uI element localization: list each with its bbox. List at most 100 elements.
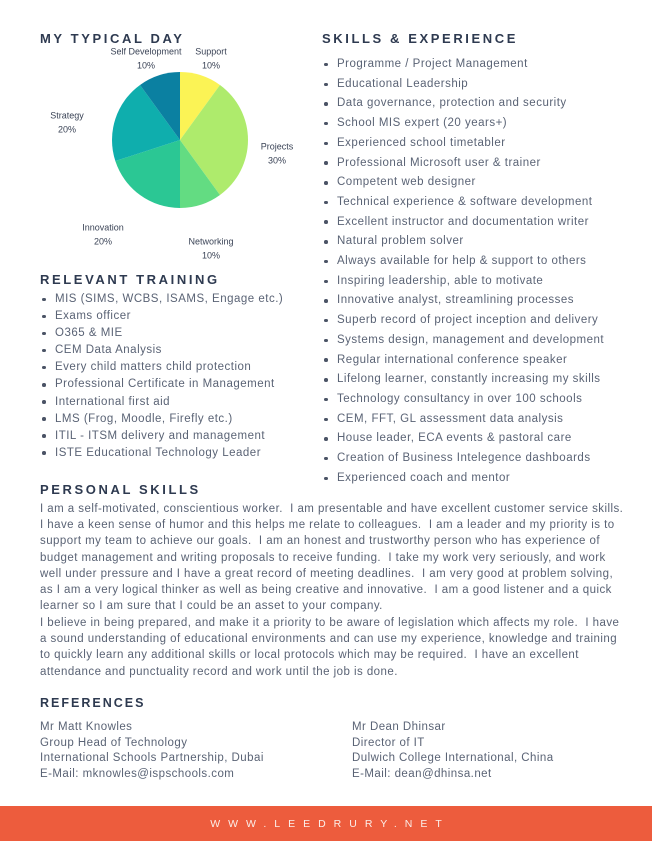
- pie-label-percent: 20%: [93, 236, 113, 246]
- list-item: Innovative analyst, streamlining process…: [322, 291, 634, 311]
- list-item: Educational Leadership: [322, 75, 634, 95]
- pie-slice-self-development: [140, 72, 180, 140]
- pie-label-text: Projects: [260, 141, 294, 152]
- list-item-text: Professional Microsoft user & trainer: [337, 156, 541, 169]
- reference-name: Mr Dean Dhinsar: [352, 721, 446, 733]
- reference-org: Dulwich College International, China: [352, 752, 554, 764]
- section-title-skills-experience: SKILLS & EXPERIENCE: [322, 31, 519, 46]
- bullet-icon: [324, 417, 328, 421]
- section-title-my-typical-day: MY TYPICAL DAY: [40, 31, 185, 46]
- list-item: Creation of Business Intelegence dashboa…: [322, 449, 634, 469]
- list-item-text: LMS (Frog, Moodle, Firefly etc.): [55, 412, 233, 425]
- list-item-text: Professional Certificate in Management: [55, 378, 275, 391]
- list-item: Experienced school timetabler: [322, 134, 634, 154]
- list-item-text: Technical experience & software developm…: [337, 195, 593, 208]
- list-item: Exams officer: [40, 308, 325, 325]
- list-item: Experienced coach and mentor: [322, 469, 634, 489]
- list-item-text: Superb record of project inception and d…: [337, 314, 599, 327]
- list-item-text: Lifelong learner, constantly increasing …: [337, 373, 601, 386]
- list-item-text: House leader, ECA events & pastoral care: [337, 432, 572, 445]
- list-item-text: Technology consultancy in over 100 schoo…: [337, 392, 583, 405]
- reference-role: Group Head of Technology: [40, 736, 188, 749]
- list-item: School MIS expert (20 years+): [322, 114, 634, 134]
- reference-2: Mr Dean Dhinsar Director of IT Dulwich C…: [352, 720, 554, 782]
- pie-label-percent: 10%: [136, 60, 156, 70]
- list-item: CEM Data Analysis: [40, 342, 325, 359]
- bullet-icon: [42, 451, 46, 455]
- list-item: Professional Microsoft user & trainer: [322, 154, 634, 174]
- list-item: LMS (Frog, Moodle, Firefly etc.): [40, 411, 325, 428]
- list-item: Inspiring leadership, able to motivate: [322, 272, 634, 292]
- bullet-icon: [324, 200, 328, 205]
- bullet-icon: [324, 141, 328, 146]
- pie-label-percent: 10%: [201, 60, 220, 70]
- pie-slice-projects: [180, 84, 248, 196]
- list-item: Superb record of project inception and d…: [322, 311, 634, 331]
- list-item-text: ITIL - ITSM delivery and management: [55, 429, 266, 442]
- list-item-text: School MIS expert (20 years+): [337, 117, 508, 130]
- pie-label-text: Self Development: [110, 46, 182, 57]
- list-item-text: Every child matters child protection: [55, 361, 252, 374]
- personal-skills-paragraph-1: I am a self-motivated, conscientious wor…: [40, 503, 631, 613]
- bullet-icon: [324, 121, 328, 126]
- pie-label-percent: 30%: [267, 155, 287, 165]
- pie-slice-strategy: [112, 84, 180, 162]
- pie-label-strategy: Strategy 20%: [50, 110, 84, 137]
- list-item-text: MIS (SIMS, WCBS, ISAMS, Engage etc.): [55, 293, 284, 305]
- bullet-icon: [42, 383, 46, 387]
- pie-label-text: Support: [195, 46, 227, 57]
- bullet-icon: [42, 297, 46, 302]
- list-item-text: Systems design, management and developme…: [337, 333, 605, 346]
- pie-label-innovation: Innovation 20%: [82, 222, 124, 249]
- list-item: ISTE Educational Technology Leader: [40, 445, 325, 462]
- bullet-icon: [324, 259, 328, 264]
- bullet-icon: [324, 378, 328, 382]
- list-item-text: CEM, FFT, GL assessment data analysis: [337, 412, 564, 425]
- bullet-icon: [324, 318, 328, 323]
- bullet-icon: [324, 397, 328, 402]
- list-item-text: Excellent instructor and documentation w…: [337, 215, 589, 228]
- list-item-text: Data governance, protection and security: [337, 97, 567, 110]
- training-list: MIS (SIMS, WCBS, ISAMS, Engage etc.) Exam…: [40, 291, 325, 462]
- bullet-icon: [42, 434, 46, 438]
- reference-email: E-Mail: dean@dhinsa.net: [352, 767, 492, 780]
- bullet-icon: [324, 279, 328, 284]
- section-title-personal-skills: PERSONAL SKILLS: [40, 482, 201, 497]
- list-item-text: Competent web designer: [337, 176, 476, 189]
- list-item-text: Natural problem solver: [337, 235, 464, 248]
- footer-bar: WWW.LEEDRURY.NET: [0, 806, 652, 841]
- list-item-text: Creation of Business Intelegence dashboa…: [337, 452, 591, 465]
- bullet-icon: [324, 338, 328, 343]
- pie-slice-innovation: [115, 140, 180, 208]
- pie-label-support: Support 10%: [195, 46, 227, 73]
- list-item: Technical experience & software developm…: [322, 193, 634, 213]
- section-title-references: REFERENCES: [40, 696, 146, 710]
- list-item: Always available for help & support to o…: [322, 252, 634, 272]
- list-item-text: Programme / Project Management: [337, 58, 528, 70]
- personal-skills-paragraph-2: I believe in being prepared, and make it…: [40, 617, 624, 678]
- bullet-icon: [42, 314, 46, 319]
- bullet-icon: [42, 400, 46, 404]
- bullet-icon: [324, 299, 328, 303]
- bullet-icon: [324, 437, 328, 441]
- bullet-icon: [324, 358, 328, 362]
- list-item: House leader, ECA events & pastoral care: [322, 429, 634, 449]
- list-item-text: Inspiring leadership, able to motivate: [337, 274, 544, 287]
- list-item-text: CEM Data Analysis: [55, 344, 162, 357]
- bullet-icon: [324, 102, 328, 106]
- pie-chart-area: Support 10% Projects 30% Networking 10% Innova…: [0, 0, 652, 280]
- list-item: Lifelong learner, constantly increasing …: [322, 370, 634, 390]
- list-item: Systems design, management and developme…: [322, 331, 634, 351]
- bullet-icon: [324, 220, 328, 224]
- pie-label-networking: Networking 10%: [188, 236, 233, 263]
- bullet-icon: [42, 365, 46, 370]
- bullet-icon: [324, 161, 328, 165]
- list-item-text: Regular international conference speaker: [337, 353, 568, 366]
- list-item-text: Experienced coach and mentor: [337, 471, 511, 484]
- footer-website-url: WWW.LEEDRURY.NET: [210, 817, 450, 830]
- bullet-icon: [324, 181, 328, 185]
- pie-label-self-development: Self Development 10%: [110, 46, 181, 73]
- pie-label-percent: 10%: [201, 250, 220, 260]
- reference-org: International Schools Partnership, Dubai: [40, 752, 264, 764]
